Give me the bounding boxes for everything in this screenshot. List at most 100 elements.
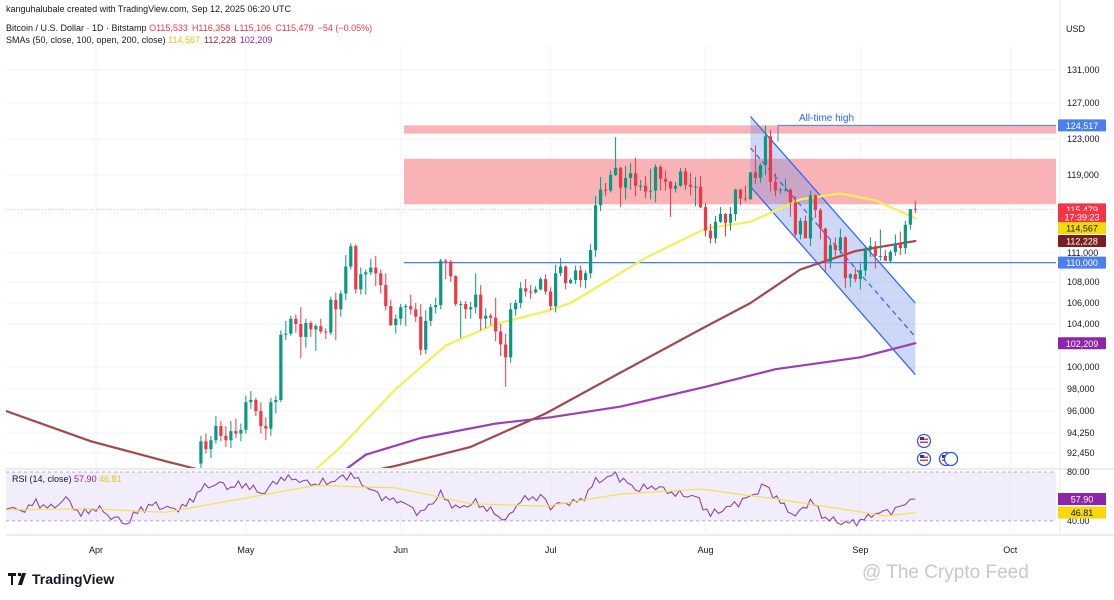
y-tick-label: 131,000	[1067, 65, 1100, 75]
candle-body	[853, 274, 857, 280]
candle-body	[728, 214, 733, 223]
candle-body	[454, 276, 458, 305]
y-tick-label: 111,000	[1067, 248, 1098, 258]
candle-body	[394, 318, 398, 326]
price-tag-text: 114,567	[1066, 224, 1098, 234]
candle-body	[868, 246, 872, 251]
watermark-text: @ The Crypto Feed	[862, 562, 1029, 583]
candle-body	[708, 230, 713, 239]
candle-body	[893, 243, 897, 253]
candle-body	[554, 273, 558, 307]
candle-body	[883, 255, 887, 261]
candle-body	[653, 166, 658, 191]
candle-body	[239, 429, 243, 434]
y-tick-label: 104,000	[1067, 319, 1100, 329]
rsi-tag	[1058, 506, 1106, 519]
candle-body	[484, 315, 488, 319]
candle-body	[798, 220, 803, 235]
x-tick-label: Jun	[393, 545, 408, 555]
rsi-label: RSI (14, close) 57.90 46.81	[12, 474, 122, 484]
price-tag	[1058, 222, 1106, 235]
y-tick-label: 96,000	[1067, 406, 1095, 416]
candle-body	[813, 195, 818, 211]
candle-body	[823, 228, 828, 262]
sma200-value: 102,209	[239, 35, 273, 45]
candle-body	[603, 189, 608, 191]
candle-body	[793, 202, 798, 235]
price-tag	[1058, 256, 1106, 269]
tradingview-logo-icon	[8, 573, 26, 585]
candle-body	[549, 291, 553, 307]
candle-body	[753, 172, 758, 178]
rsi-ma-value: 46.81	[99, 474, 122, 484]
candle-body	[608, 175, 613, 191]
candle-body	[818, 210, 823, 229]
candle-body	[718, 214, 723, 222]
candle-body	[224, 435, 228, 441]
candle-body	[803, 220, 808, 239]
x-tick-label: May	[237, 545, 255, 555]
resistance-zone	[404, 125, 1056, 134]
candle-body	[449, 261, 453, 277]
rsi-line	[5, 471, 916, 528]
candle-body	[773, 181, 778, 191]
candle-body	[733, 189, 738, 214]
candle-body	[628, 173, 633, 178]
candle-body	[409, 306, 413, 310]
ath-label: All-time high	[799, 113, 854, 124]
candle-body	[259, 411, 263, 427]
y-tick-label: 106,000	[1067, 298, 1100, 308]
candle-body	[833, 245, 838, 251]
rsi-tag-text: 57.90	[1071, 495, 1094, 505]
x-tick-label: Jul	[545, 545, 557, 555]
y-tick-label: 119,000	[1067, 170, 1099, 180]
chart-credit: kanguhalubale created with TradingView.c…	[6, 4, 292, 14]
candle-body	[414, 309, 418, 317]
sma100-value: 112,228	[203, 35, 236, 45]
y-tick-label: 92,450	[1067, 448, 1095, 458]
candle-body	[648, 190, 653, 192]
descending-channel	[750, 116, 916, 375]
candle-body	[738, 189, 743, 199]
candle-body	[424, 320, 428, 350]
symbol-title: Bitcoin / U.S. Dollar · 1D · Bitstamp	[6, 23, 147, 33]
rsi-name: RSI (14, close)	[12, 474, 72, 484]
price-tag	[1058, 119, 1106, 132]
candle-body	[559, 266, 563, 274]
candle-body	[673, 185, 678, 189]
candle-body	[374, 267, 378, 274]
candle-body	[304, 322, 308, 337]
x-tick-label: Aug	[698, 545, 714, 555]
candle-body	[908, 209, 912, 225]
candle-body	[748, 172, 753, 200]
sma50-value: 114,567	[168, 35, 200, 45]
candle-body	[309, 322, 313, 330]
candle-body	[354, 246, 358, 290]
candle-body	[529, 291, 533, 293]
candle-body	[504, 344, 508, 358]
candle-body	[594, 205, 598, 251]
candle-body	[643, 185, 648, 192]
low-value: L115,106	[234, 23, 272, 33]
price-tag	[1058, 337, 1106, 350]
candle-body	[903, 224, 907, 249]
price-tag-text: 115,479	[1066, 205, 1098, 215]
candle-body	[658, 166, 663, 179]
event-us-flag-icon	[943, 451, 959, 467]
candle-body	[444, 260, 448, 262]
rsi-band	[6, 472, 1056, 521]
candle-body	[564, 266, 568, 284]
candle-body	[688, 184, 693, 187]
y-tick-label: 98,000	[1067, 384, 1095, 394]
candle-body	[464, 304, 468, 310]
price-tag-text: 17:39:23	[1064, 212, 1099, 222]
candle-body	[264, 426, 268, 429]
currency-label[interactable]: USD	[1066, 24, 1086, 34]
candle-body	[234, 431, 238, 434]
candle-body	[419, 316, 423, 350]
tradingview-logo[interactable]: TradingView	[8, 571, 114, 587]
candle-body	[404, 306, 408, 308]
candle-body	[359, 274, 363, 290]
y-tick-label: 127,000	[1067, 98, 1100, 108]
